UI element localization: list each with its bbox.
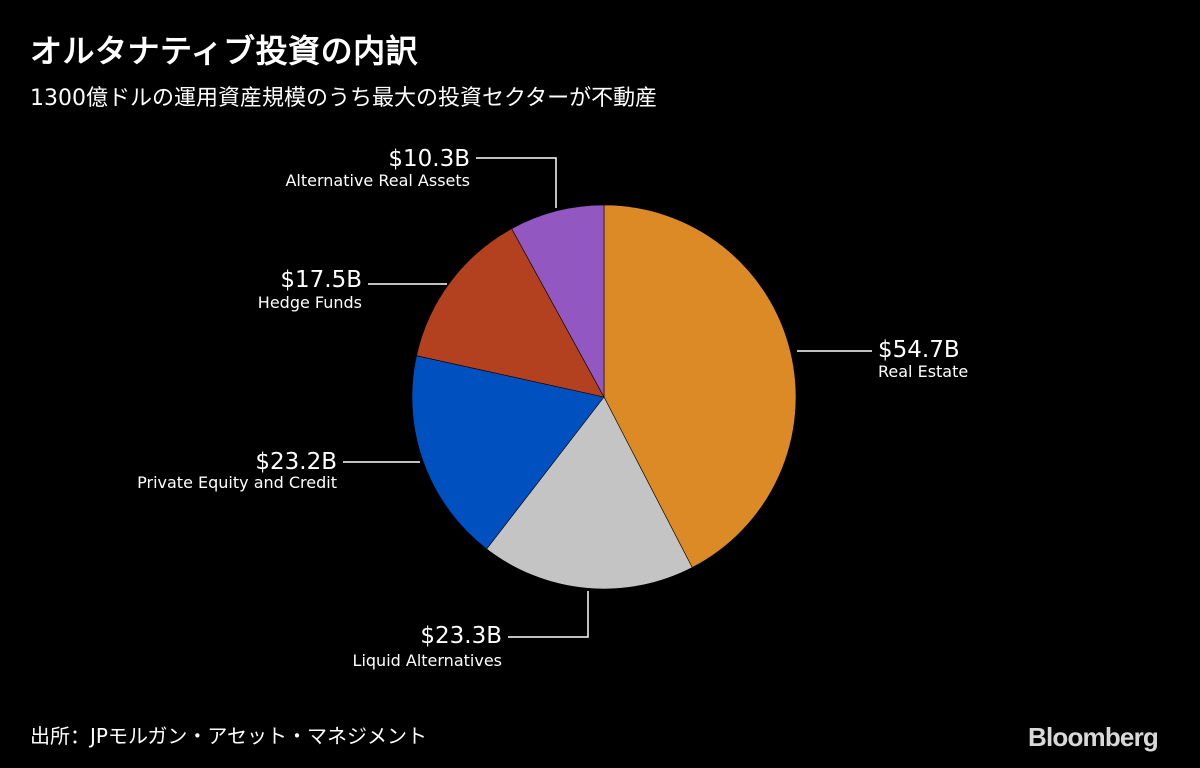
value-label-private-equity-and-credit: $23.2B (255, 449, 337, 475)
chart-title: オルタナティブ投資の内訳 (30, 32, 419, 70)
value-label-liquid-alternatives: $23.3B (420, 623, 502, 649)
category-label-hedge-funds: Hedge Funds (258, 293, 362, 312)
category-label-alternative-real-assets: Alternative Real Assets (285, 171, 470, 190)
chart-subtitle: 1300億ドルの運用資産規模のうち最大の投資セクターが不動産 (30, 86, 658, 111)
pie-slice-real-estate (603, 204, 797, 568)
pie-slice-private-equity-and-credit (411, 355, 605, 550)
category-label-liquid-alternatives: Liquid Alternatives (353, 651, 502, 670)
pie-slice-liquid-alternatives (486, 396, 693, 590)
category-label-real-estate: Real Estate (878, 362, 968, 381)
value-label-real-estate: $54.7B (878, 337, 960, 363)
pie-slice-alternative-real-assets (511, 204, 605, 398)
category-label-private-equity-and-credit: Private Equity and Credit (137, 473, 337, 492)
value-label-alternative-real-assets: $10.3B (388, 146, 470, 172)
leader-line-liquid-alternatives (508, 591, 589, 638)
leader-line-alternative-real-assets (476, 157, 557, 208)
source-note: 出所：JPモルガン・アセット・マネジメント (30, 724, 427, 748)
pie-slice-hedge-funds (416, 228, 605, 398)
bloomberg-logo: Bloomberg (1027, 722, 1159, 752)
value-label-hedge-funds: $17.5B (280, 267, 362, 293)
